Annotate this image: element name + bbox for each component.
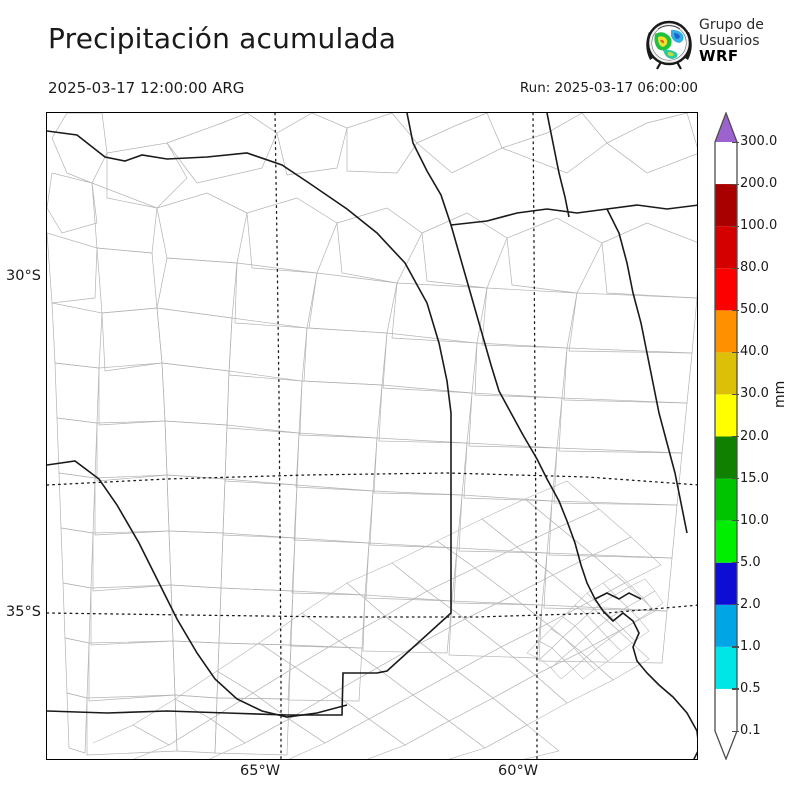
axis-label-lat-30: 30°S bbox=[6, 268, 41, 284]
province-borders bbox=[47, 113, 697, 759]
colorbar-tick-label: 0.5 bbox=[740, 680, 761, 696]
axis-label-lon-60: 60°W bbox=[498, 763, 539, 779]
colorbar-tick-mark bbox=[732, 393, 739, 396]
colorbar-tick-mark bbox=[732, 646, 739, 648]
colorbar-tick-label: 30.0 bbox=[740, 386, 769, 402]
logo-line-2: Usuarios bbox=[699, 32, 760, 49]
page-title: Precipitación acumulada bbox=[48, 22, 397, 55]
globe-emblem-icon bbox=[646, 20, 692, 70]
colorbar-tick-label: 200.0 bbox=[740, 176, 778, 192]
logo-text: Grupo de Usuarios WRF bbox=[699, 17, 764, 65]
colorbar-tick-mark bbox=[732, 267, 739, 269]
department-boundaries bbox=[47, 113, 697, 756]
colorbar-tick-label: 0.1 bbox=[740, 723, 761, 738]
colorbar-tick-label: 1.0 bbox=[740, 638, 761, 654]
gridline-lat-35 bbox=[47, 604, 697, 618]
metro-partidos bbox=[526, 573, 664, 680]
colorbar-tick-label: 5.0 bbox=[740, 554, 761, 570]
colorbar-tick-mark bbox=[732, 309, 739, 311]
colorbar-tick-label: 40.0 bbox=[740, 344, 769, 360]
gridline-lon-60 bbox=[532, 113, 538, 759]
logo: Grupo de Usuarios WRF bbox=[641, 16, 793, 74]
colorbar-tick-mark bbox=[732, 478, 739, 480]
colorbar-tick-mark bbox=[732, 604, 739, 606]
colorbar-gradient bbox=[714, 112, 738, 760]
gridline-lat-30 bbox=[47, 472, 697, 486]
colorbar-tick-mark bbox=[732, 436, 739, 438]
colorbar-tick-label: 300.0 bbox=[740, 134, 778, 149]
colorbar-tick-mark bbox=[732, 183, 739, 185]
colorbar-tick-label: 2.0 bbox=[740, 596, 761, 612]
colorbar-tick-mark bbox=[732, 562, 739, 564]
colorbar-tick-label: 80.0 bbox=[740, 260, 769, 276]
colorbar-tick-mark bbox=[732, 730, 739, 732]
colorbar-ticks: 0.1 0.5 1.0 2.0 5.0 10.0 15.0 20.0 30.0 40.0 50.0 8… bbox=[732, 112, 798, 760]
axis-label-lon-65: 65°W bbox=[240, 763, 281, 779]
colorbar-tick-label: 20.0 bbox=[740, 428, 769, 444]
colorbar-tick-mark bbox=[732, 351, 739, 354]
graticule bbox=[47, 113, 697, 759]
colorbar-tick-label: 15.0 bbox=[740, 470, 769, 486]
colorbar-tick-label: 10.0 bbox=[740, 512, 769, 528]
logo-line-3: WRF bbox=[699, 47, 739, 65]
colorbar-tick-label: 100.0 bbox=[740, 218, 778, 234]
gridline-lon-65 bbox=[274, 113, 282, 759]
colorbar-tick-mark bbox=[732, 141, 739, 143]
run-time-label: Run: 2025-03-17 06:00:00 bbox=[519, 80, 698, 96]
logo-line-1: Grupo de bbox=[699, 17, 764, 33]
colorbar bbox=[714, 112, 738, 760]
map-plot-area[interactable] bbox=[46, 112, 698, 760]
axis-label-lat-35: 35°S bbox=[6, 604, 41, 620]
valid-time-label: 2025-03-17 12:00:00 ARG bbox=[48, 79, 245, 97]
colorbar-tick-mark bbox=[732, 225, 739, 227]
colorbar-units-label: mm bbox=[772, 380, 788, 408]
map-basemap bbox=[47, 113, 697, 759]
colorbar-tick-mark bbox=[732, 688, 739, 690]
colorbar-tick-mark bbox=[732, 520, 739, 522]
colorbar-tick-label: 50.0 bbox=[740, 302, 769, 318]
